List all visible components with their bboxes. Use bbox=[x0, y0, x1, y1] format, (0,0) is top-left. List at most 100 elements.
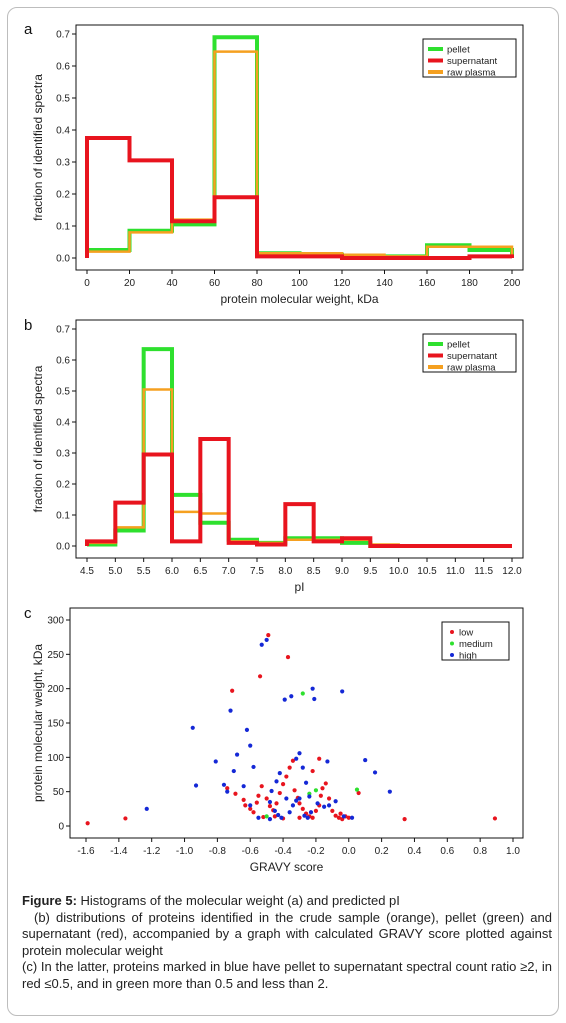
legend-marker bbox=[450, 653, 454, 657]
legend-label: pellet bbox=[447, 340, 470, 351]
y-tick-label: 0.2 bbox=[56, 480, 70, 491]
figure-caption: Figure 5: Histograms of the molecular we… bbox=[22, 893, 552, 993]
scatter-point-high bbox=[290, 803, 296, 808]
scatter-point-low bbox=[292, 788, 297, 793]
x-tick-label: 0.2 bbox=[375, 846, 389, 857]
y-tick-label: 0 bbox=[58, 822, 64, 833]
figure-frame bbox=[7, 7, 559, 1016]
scatter-point-low bbox=[259, 784, 264, 789]
y-tick-label: 50 bbox=[53, 787, 65, 798]
scatter-point-low bbox=[402, 817, 407, 822]
scatter-point-low bbox=[85, 821, 90, 826]
scatter-point-high bbox=[282, 697, 287, 702]
x-tick-label: -0.2 bbox=[307, 846, 325, 857]
x-tick-label: 5.5 bbox=[137, 566, 151, 577]
scatter-point-high bbox=[322, 804, 327, 809]
scatter-point-low bbox=[323, 781, 328, 786]
x-tick-label: -0.4 bbox=[274, 846, 292, 857]
scatter-point-high bbox=[349, 815, 355, 820]
x-tick-label: 10.5 bbox=[417, 566, 437, 577]
scatter-point-high bbox=[228, 708, 233, 713]
y-tick-label: 0.4 bbox=[56, 126, 70, 137]
caption-text-1: Histograms of the molecular weight (a) a… bbox=[76, 893, 400, 908]
scatter-point-low bbox=[330, 808, 335, 813]
scatter-point-low bbox=[254, 800, 259, 805]
y-tick-label: 0.7 bbox=[56, 30, 70, 41]
legend-label: supernatant bbox=[447, 56, 498, 67]
legend-label: supernatant bbox=[447, 351, 498, 362]
scatter-point-low bbox=[241, 797, 246, 803]
scatter-point-high bbox=[333, 799, 338, 804]
scatter-point-low bbox=[285, 654, 291, 660]
x-tick-label: 100 bbox=[291, 278, 308, 289]
x-tick-label: 160 bbox=[419, 278, 436, 289]
x-tick-label: -1.0 bbox=[176, 846, 194, 857]
y-tick-label: 0.5 bbox=[56, 387, 70, 398]
scatter-point-low bbox=[256, 793, 261, 798]
scatter-point-high bbox=[221, 782, 227, 787]
scatter-point-high bbox=[267, 799, 273, 805]
scatter-point-high bbox=[241, 784, 246, 789]
scatter-point-low bbox=[261, 814, 266, 820]
x-tick-label: 5.0 bbox=[108, 566, 122, 577]
scatter-point-low bbox=[274, 801, 279, 806]
scatter-point-low bbox=[257, 674, 263, 679]
y-tick-label: 100 bbox=[47, 753, 64, 764]
scatter-point-high bbox=[277, 771, 282, 776]
x-tick-label: 11.0 bbox=[446, 566, 465, 577]
x-tick-label: 140 bbox=[376, 278, 393, 289]
scatter-point-low bbox=[300, 806, 305, 811]
scatter-point-high bbox=[276, 812, 281, 818]
y-tick-label: 250 bbox=[47, 650, 64, 661]
scatter-point-low bbox=[333, 813, 338, 818]
x-axis-title: GRAVY score bbox=[250, 860, 324, 874]
scatter-point-high bbox=[315, 801, 320, 806]
y-tick-label: 0.0 bbox=[56, 542, 70, 553]
x-tick-label: 0.8 bbox=[473, 846, 487, 857]
y-tick-label: 150 bbox=[47, 719, 64, 730]
caption-line-3: (c) In the latter, proteins marked in bl… bbox=[22, 959, 552, 991]
scatter-point-low bbox=[297, 801, 302, 806]
scatter-point-medium bbox=[313, 788, 319, 793]
x-tick-label: 40 bbox=[166, 278, 178, 289]
y-tick-label: 0.6 bbox=[56, 62, 70, 73]
scatter-point-high bbox=[372, 770, 378, 775]
x-tick-label: 9.0 bbox=[335, 566, 349, 577]
x-tick-label: 7.5 bbox=[250, 566, 264, 577]
scatter-point-high bbox=[325, 759, 330, 764]
scatter-point-high bbox=[294, 756, 299, 761]
scatter-point-high bbox=[341, 814, 346, 819]
scatter-point-medium bbox=[264, 814, 269, 819]
scatter-point-low bbox=[310, 768, 315, 774]
scatter-point-high bbox=[269, 788, 274, 794]
scatter-point-low bbox=[338, 811, 343, 816]
x-tick-label: 200 bbox=[504, 278, 521, 289]
x-tick-label: 11.5 bbox=[474, 566, 493, 577]
scatter-point-high bbox=[264, 637, 269, 643]
scatter-point-low bbox=[313, 808, 319, 813]
x-tick-label: -1.6 bbox=[77, 846, 95, 857]
scatter-point-high bbox=[193, 783, 199, 788]
x-tick-label: -1.2 bbox=[143, 846, 161, 857]
legend-marker bbox=[450, 630, 454, 634]
scatter-point-low bbox=[290, 758, 296, 763]
scatter-point-high bbox=[251, 764, 256, 770]
legend-label: raw plasma bbox=[447, 68, 496, 79]
scatter-point-high bbox=[256, 815, 261, 820]
scatter-point-high bbox=[234, 752, 240, 757]
scatter-point-high bbox=[310, 686, 315, 691]
y-tick-label: 0.4 bbox=[56, 418, 70, 429]
scatter-point-low bbox=[230, 688, 235, 693]
scatter-point-low bbox=[284, 774, 289, 779]
scatter-point-high bbox=[312, 696, 317, 702]
histogram-line-raw-plasma bbox=[85, 388, 512, 548]
y-tick-label: 0.1 bbox=[56, 222, 70, 233]
scatter-point-low bbox=[243, 803, 248, 808]
scatter-point-high bbox=[274, 779, 279, 784]
legend-label: pellet bbox=[447, 45, 470, 56]
scatter-point-low bbox=[326, 796, 332, 801]
x-tick-label: 12.0 bbox=[502, 566, 522, 577]
x-tick-label: -0.8 bbox=[209, 846, 227, 857]
scatter-point-high bbox=[303, 780, 309, 785]
scatter-point-high bbox=[294, 798, 299, 803]
